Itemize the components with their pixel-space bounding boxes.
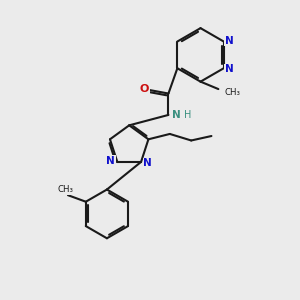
Text: N: N [106, 156, 115, 166]
Text: N: N [225, 64, 233, 74]
Text: N: N [172, 110, 181, 120]
Text: CH₃: CH₃ [58, 185, 74, 194]
Text: H: H [184, 110, 191, 120]
Text: CH₃: CH₃ [225, 88, 241, 97]
Text: O: O [140, 84, 149, 94]
Text: N: N [225, 36, 233, 46]
Text: N: N [143, 158, 152, 168]
